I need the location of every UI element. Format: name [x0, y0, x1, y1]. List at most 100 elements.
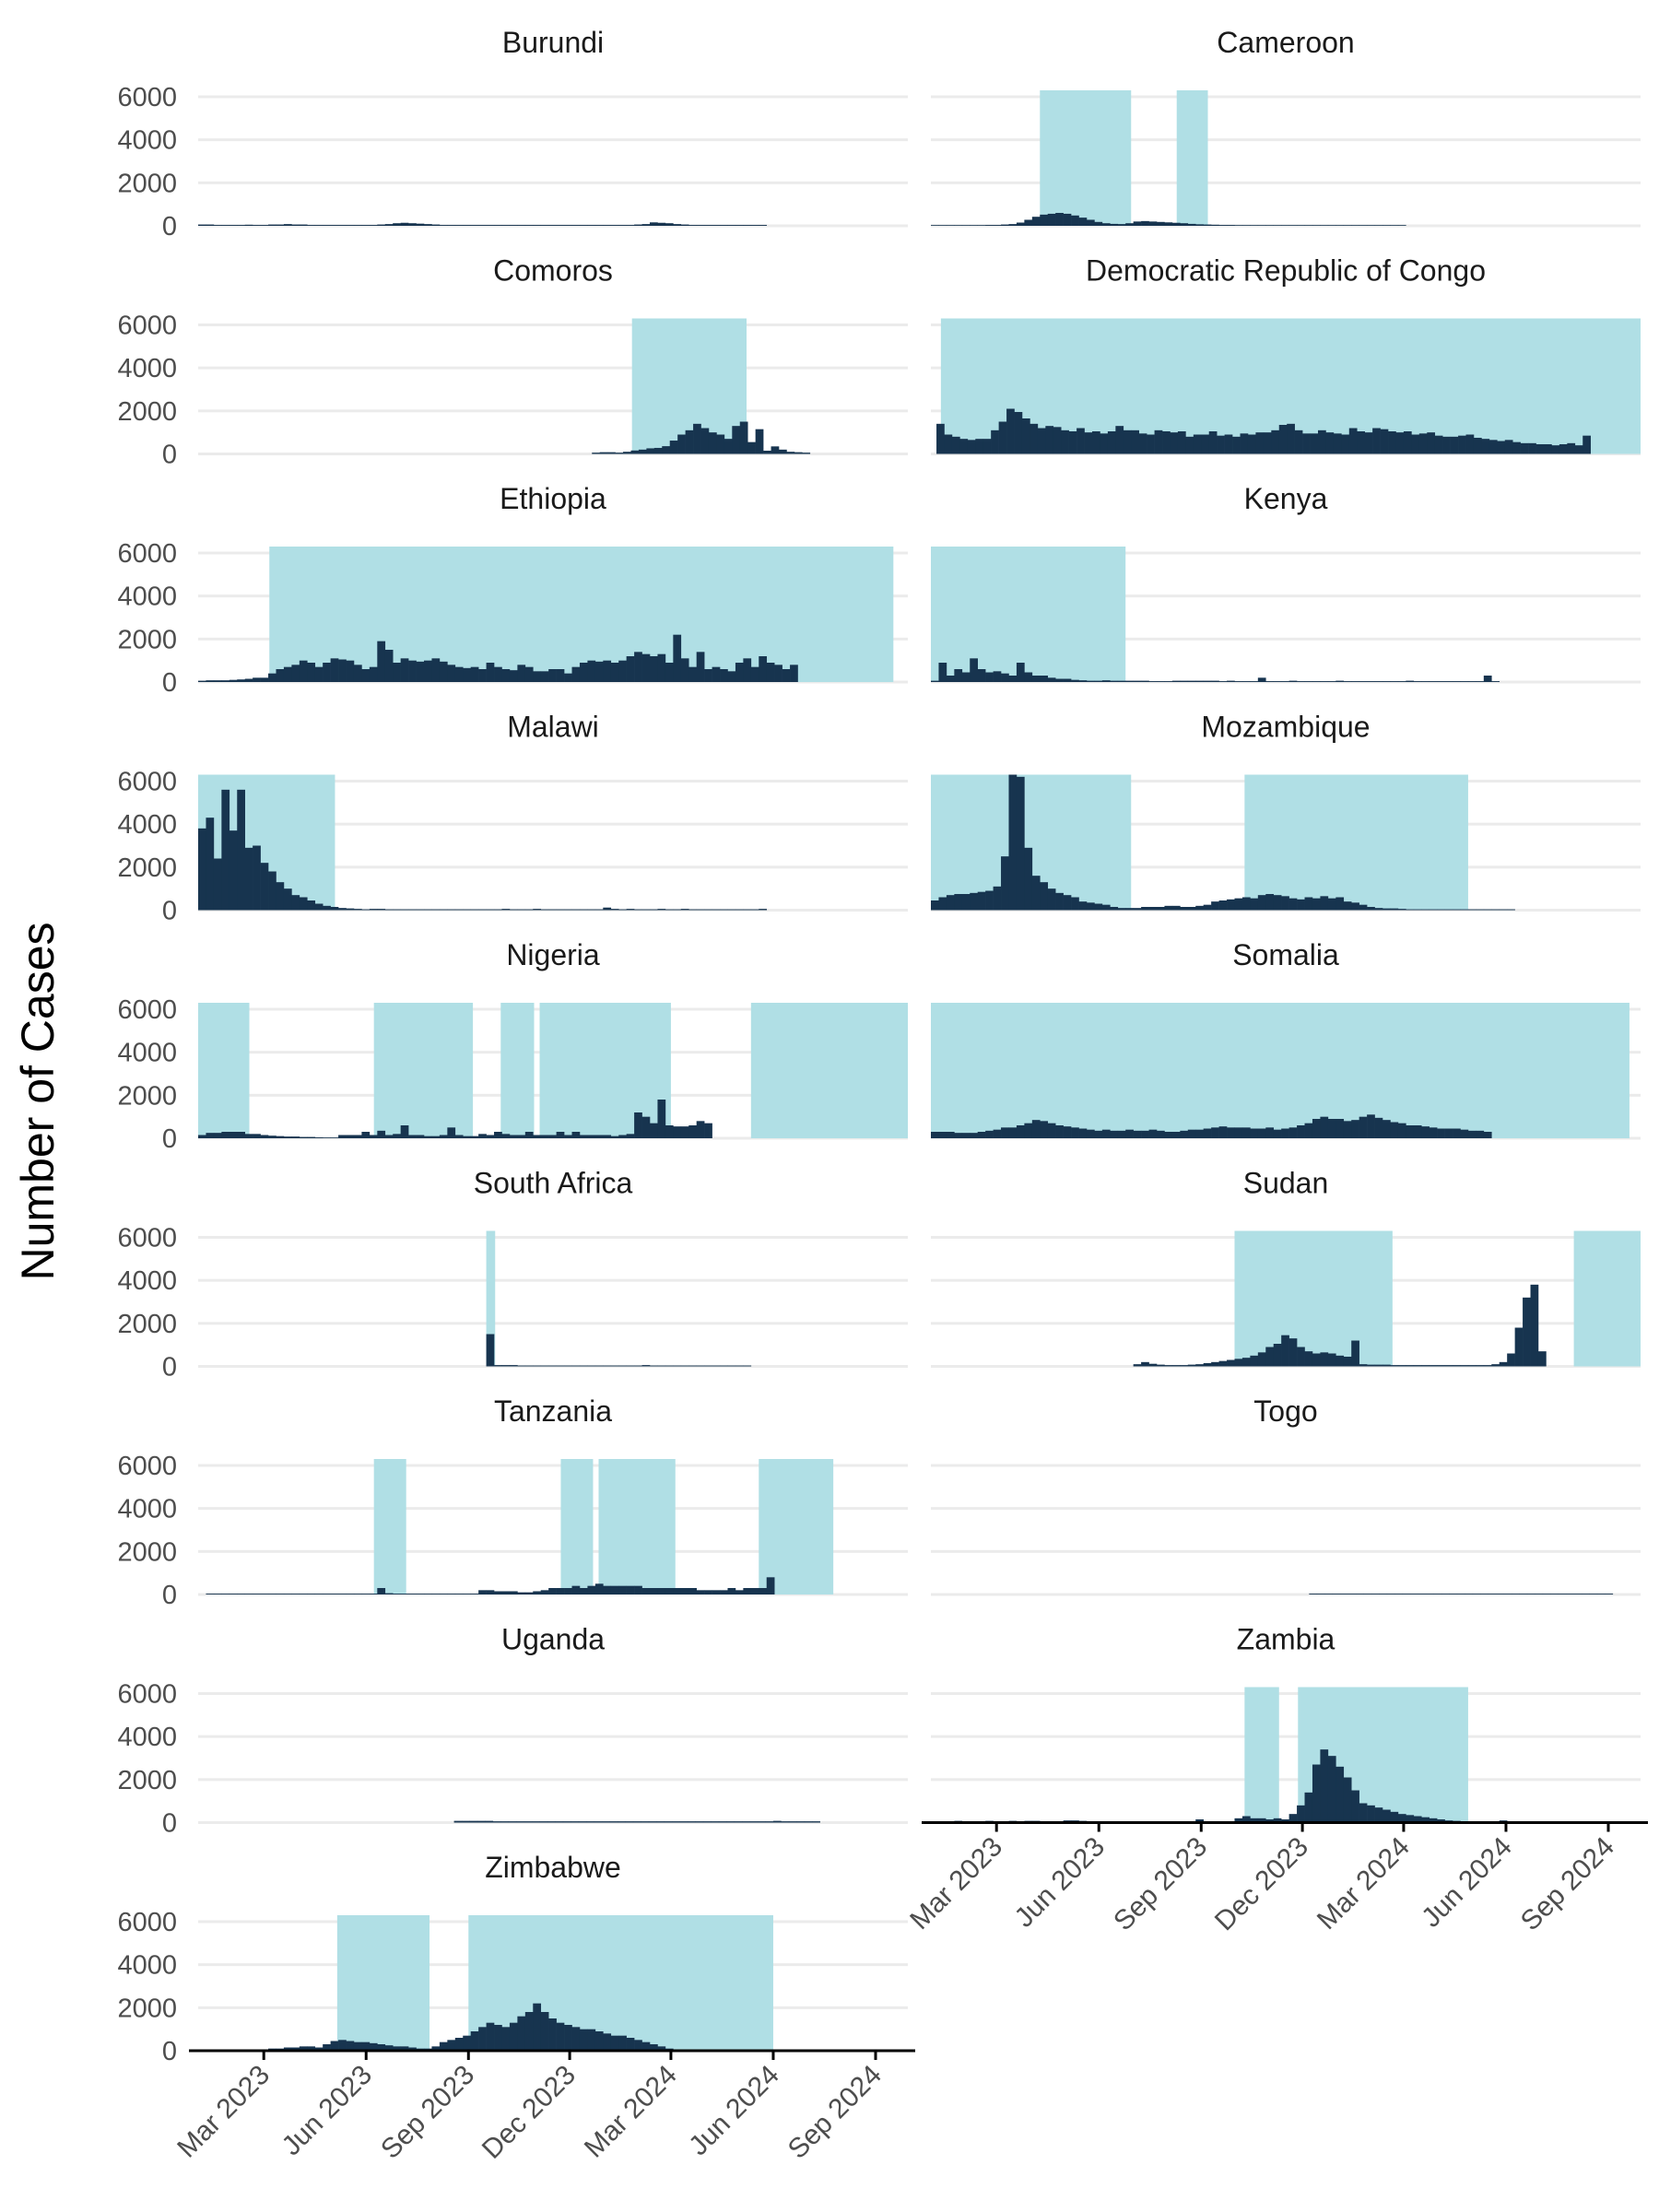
- bar: [439, 1135, 448, 1138]
- y-tick-label: 0: [162, 441, 177, 470]
- bar: [346, 225, 355, 226]
- bar: [1514, 1327, 1524, 1367]
- y-tick-label: 6000: [117, 1680, 177, 1710]
- bar: [946, 1132, 955, 1138]
- bar: [408, 2047, 417, 2051]
- bar: [1195, 1819, 1204, 1823]
- bar: [1147, 434, 1155, 454]
- bar: [524, 1821, 533, 1823]
- bar: [1078, 1128, 1088, 1138]
- bar: [782, 669, 791, 682]
- bar: [594, 2031, 604, 2051]
- bar: [1125, 1129, 1134, 1138]
- bar: [533, 1135, 542, 1138]
- highlight-period: [373, 1003, 474, 1138]
- bar: [1224, 434, 1233, 454]
- bar: [688, 1821, 696, 1823]
- bar: [1320, 1116, 1329, 1138]
- bar: [673, 1365, 682, 1367]
- bar: [1288, 225, 1298, 226]
- bar: [198, 828, 206, 911]
- bar: [1265, 1819, 1275, 1823]
- bar: [724, 439, 733, 454]
- bar: [650, 1588, 658, 1594]
- bar: [486, 1334, 495, 1367]
- bar: [1483, 1365, 1492, 1367]
- bar: [540, 1365, 549, 1367]
- bar: [938, 663, 947, 682]
- bar: [283, 888, 292, 911]
- y-tick-label: 2000: [117, 1081, 177, 1111]
- bar: [1271, 429, 1280, 454]
- bar: [1211, 901, 1219, 911]
- y-tick-label: 2000: [117, 169, 177, 198]
- bar: [1406, 1365, 1415, 1367]
- bar: [946, 895, 955, 911]
- bar: [685, 429, 694, 454]
- bar: [213, 1133, 222, 1138]
- bar: [743, 1365, 752, 1367]
- bar: [221, 225, 230, 226]
- bar: [1297, 1805, 1305, 1823]
- bar: [384, 650, 394, 682]
- x-tick-label: Mar 2023: [171, 2060, 276, 2164]
- bar: [938, 225, 947, 226]
- bar: [594, 1583, 604, 1594]
- bar: [517, 665, 526, 682]
- bar: [1086, 219, 1095, 226]
- bar: [377, 641, 386, 682]
- bar: [1234, 1359, 1243, 1367]
- bar: [532, 1821, 540, 1823]
- bar: [1227, 1359, 1235, 1367]
- bar: [1107, 431, 1116, 454]
- bar: [1001, 856, 1009, 911]
- bar: [494, 666, 502, 682]
- bar: [1359, 1364, 1368, 1367]
- bar: [1351, 1790, 1359, 1823]
- bar: [221, 1132, 230, 1138]
- bar: [509, 1365, 518, 1367]
- panel-title: South Africa: [474, 1167, 633, 1200]
- bar: [704, 1365, 712, 1367]
- bar: [734, 1821, 743, 1823]
- bar: [540, 909, 549, 911]
- bar: [291, 895, 300, 911]
- panel-title: Togo: [1253, 1394, 1317, 1428]
- bar: [369, 2042, 378, 2051]
- bar: [1359, 1116, 1368, 1138]
- bar: [688, 1365, 697, 1367]
- bar: [556, 1588, 565, 1594]
- bar: [1164, 222, 1173, 226]
- bar: [1024, 672, 1033, 682]
- bar: [1157, 907, 1165, 911]
- bar: [1125, 908, 1134, 911]
- bar: [985, 890, 994, 911]
- bar: [361, 225, 371, 226]
- bar: [494, 2025, 502, 2051]
- bar: [977, 225, 986, 226]
- bar: [330, 658, 339, 682]
- bar: [1273, 1344, 1282, 1367]
- bar: [1094, 903, 1103, 911]
- bar: [1302, 433, 1311, 454]
- bar: [1061, 429, 1069, 454]
- y-tick-label: 2000: [117, 853, 177, 883]
- bar: [720, 225, 728, 226]
- bar: [1117, 908, 1126, 911]
- bar: [1397, 909, 1406, 911]
- bar: [991, 429, 999, 454]
- bar: [338, 659, 347, 682]
- bar: [680, 909, 689, 911]
- bar: [1327, 898, 1336, 911]
- bar: [712, 225, 721, 226]
- bar: [508, 1821, 517, 1823]
- bar: [237, 789, 245, 911]
- bar: [1320, 896, 1329, 911]
- bar: [447, 2040, 456, 2051]
- bar: [1287, 423, 1295, 454]
- bar: [727, 909, 736, 911]
- bar: [704, 669, 712, 682]
- bar: [618, 2035, 627, 2051]
- bar: [1318, 429, 1326, 454]
- bar: [1008, 224, 1018, 226]
